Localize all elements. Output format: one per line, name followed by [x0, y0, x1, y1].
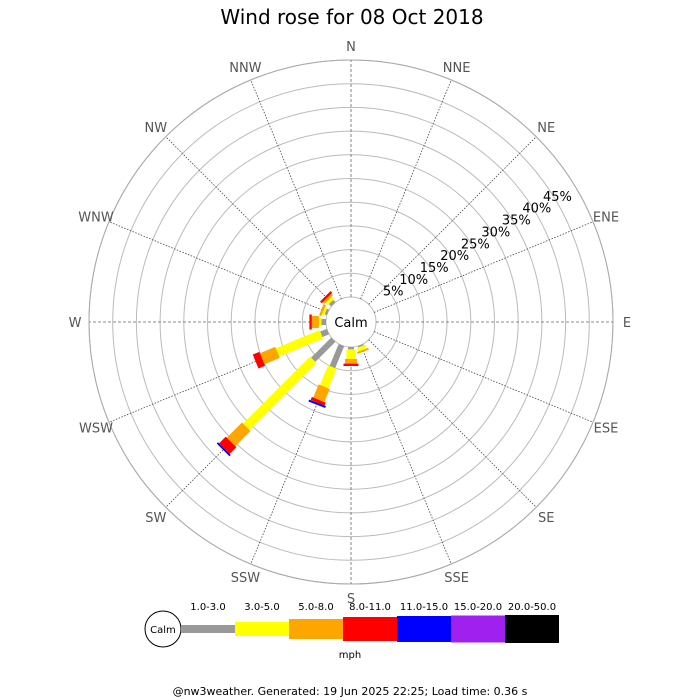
grid-circle: [301, 272, 401, 372]
bar-wsw-8.0-11.0: [252, 351, 266, 369]
bar-sse-3.0-5.0: [356, 344, 367, 352]
legend-swatch-11.0-15.0: [397, 616, 451, 642]
bar-sse-1.0-3.0: [357, 344, 364, 348]
bar-wnw-1.0-3.0: [324, 308, 330, 316]
direction-label-s: S: [347, 592, 355, 607]
direction-label-ese: ESE: [594, 422, 619, 437]
chart-title: Wind rose for 08 Oct 2018: [220, 5, 483, 29]
legend-label: 3.0-5.0: [244, 602, 279, 613]
speed-legend: Calm 1.0-3.0 3.0-5.0 5.0-8.0 8.0-11.0 11.0-1…: [144, 602, 559, 661]
legend-swatch-5.0-8.0: [289, 619, 343, 639]
legend-swatch-1.0-3.0: [181, 625, 235, 633]
bar-wnw-5.0-8.0: [319, 304, 326, 317]
grid-circle: [112, 83, 590, 561]
direction-label-ne: NE: [537, 121, 555, 136]
legend-unit: mph: [339, 650, 361, 661]
spoke-sse: [360, 344, 452, 565]
radial-tick-label: 10%: [399, 273, 428, 288]
bar-nw-8.0-11.0: [319, 290, 333, 304]
radial-tick-labels: 5%10%15%20%25%30%35%40%45%: [383, 190, 572, 300]
spoke-nw: [165, 136, 334, 305]
direction-label-n: N: [346, 40, 356, 55]
legend-label: 8.0-11.0: [349, 602, 391, 613]
legend-swatch-20.0-50.0: [505, 615, 559, 643]
radial-tick-label: 45%: [543, 190, 572, 205]
bar-nw-3.0-5.0: [325, 296, 335, 306]
bar-sw-3.0-5.0: [243, 356, 317, 430]
bar-sse-5.0-8.0: [357, 347, 369, 354]
bar-wsw-1.0-3.0: [320, 328, 330, 338]
direction-label-wnw: WNW: [78, 210, 114, 225]
legend-calm-label: Calm: [150, 625, 176, 636]
spoke-nne: [360, 79, 452, 300]
bar-wsw-3.0-5.0: [275, 330, 324, 357]
legend-items: 1.0-3.0 3.0-5.0 5.0-8.0 8.0-11.0 11.0-15.0 15…: [181, 602, 559, 643]
legend-label: 11.0-15.0: [400, 602, 448, 613]
bar-wsw-5.0-8.0: [259, 346, 280, 365]
bar-sw-8.0-11.0: [219, 436, 237, 454]
legend-label: 15.0-20.0: [454, 602, 502, 613]
spoke-ene: [373, 221, 594, 313]
legend-label: 20.0-50.0: [508, 602, 556, 613]
bar-sw-11.0-15.0: [216, 442, 231, 457]
direction-label-sse: SSE: [444, 571, 469, 586]
bar-nw-1.0-3.0: [328, 299, 336, 307]
bar-ssw-11.0-15.0: [308, 399, 326, 408]
direction-label-sw: SW: [145, 511, 166, 526]
legend-swatch-8.0-11.0: [343, 617, 397, 641]
bar-ssw-3.0-5.0: [320, 365, 337, 389]
spoke-wnw: [108, 221, 329, 313]
bar-nw-5.0-8.0: [322, 293, 333, 304]
footer-text: @nw3weather. Generated: 19 Jun 2025 22:2…: [173, 685, 528, 698]
legend-label: 1.0-3.0: [190, 602, 225, 613]
radial-tick-label: 35%: [502, 214, 531, 229]
spoke-nnw: [250, 79, 342, 300]
grid-circle: [207, 178, 495, 466]
radial-tick-label: 5%: [383, 285, 404, 300]
grid-circle: [135, 106, 567, 538]
legend-label: 5.0-8.0: [298, 602, 333, 613]
legend-swatch-15.0-20.0: [451, 615, 505, 643]
calm-background: [328, 299, 374, 345]
direction-label-w: W: [69, 316, 82, 331]
direction-label-nnw: NNW: [229, 61, 261, 76]
direction-label-ene: ENE: [593, 210, 619, 225]
bar-sw-5.0-8.0: [226, 422, 251, 447]
calm-label: Calm: [334, 316, 367, 331]
direction-label-nne: NNE: [443, 61, 471, 76]
calm-circle: Calm: [328, 299, 374, 345]
radial-tick-label: 15%: [420, 261, 449, 276]
direction-label-wsw: WSW: [79, 422, 113, 437]
spoke-ne: [368, 136, 537, 305]
spoke-se: [368, 339, 537, 508]
bar-sw-1.0-3.0: [311, 337, 336, 362]
direction-labels: N NNE NE ENE E ESE SE SSE S SSW SW WSW W WNW NW NNW: [69, 40, 632, 607]
radial-tick-label: 30%: [481, 225, 510, 240]
bar-wnw-3.0-5.0: [321, 306, 328, 316]
spoke-ese: [373, 331, 594, 423]
bar-ssw-8.0-11.0: [310, 396, 326, 406]
direction-label-nw: NW: [145, 121, 168, 136]
direction-label-ssw: SSW: [231, 571, 261, 586]
grid-circle: [230, 201, 472, 443]
wind-bars: [216, 290, 369, 457]
bar-ssw-5.0-8.0: [313, 384, 330, 403]
direction-label-e: E: [623, 316, 631, 331]
radial-tick-label: 40%: [522, 202, 551, 217]
legend-swatch-3.0-5.0: [235, 622, 289, 636]
direction-label-se: SE: [538, 511, 554, 526]
radial-tick-label: 25%: [461, 237, 490, 252]
radial-tick-label: 20%: [440, 249, 469, 264]
bar-ssw-1.0-3.0: [329, 343, 345, 369]
